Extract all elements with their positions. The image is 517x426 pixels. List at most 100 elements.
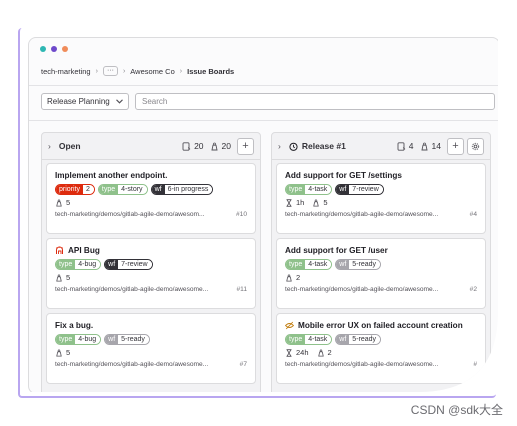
label-value: 4-task bbox=[305, 260, 331, 269]
weight-value: 5 bbox=[66, 348, 71, 357]
gear-icon bbox=[471, 142, 480, 151]
time-value: 1h bbox=[296, 198, 305, 207]
time-estimate: 24h bbox=[285, 348, 309, 357]
issue-title[interactable]: Add support for GET /settings bbox=[285, 171, 402, 180]
weight-total-value: 20 bbox=[221, 141, 231, 151]
window-dot-teal[interactable] bbox=[40, 46, 46, 52]
window-dot-orange[interactable] bbox=[62, 46, 68, 52]
weight-total: 20 bbox=[210, 141, 231, 151]
time-estimate: 1h bbox=[285, 198, 304, 207]
issue-title[interactable]: API Bug bbox=[68, 246, 100, 255]
breadcrumb-current[interactable]: Issue Boards bbox=[187, 66, 235, 76]
weight: 5 bbox=[312, 198, 327, 207]
list-header: › Open 20 20 + bbox=[42, 133, 260, 160]
board-select[interactable]: Release Planning bbox=[41, 93, 129, 110]
label-type[interactable]: type 4-task bbox=[285, 259, 332, 270]
watermark: CSDN @sdk大全 bbox=[410, 403, 503, 417]
issue-card[interactable]: Add support for GET /user type 4-task wf 5… bbox=[276, 238, 486, 309]
chevron-right-icon: › bbox=[95, 67, 98, 75]
issue-title[interactable]: Mobile error UX on failed account creati… bbox=[298, 321, 463, 330]
issue-ref: # bbox=[473, 361, 477, 368]
add-issue-button[interactable]: + bbox=[447, 138, 464, 155]
label-key: wf bbox=[336, 335, 349, 344]
weight-icon bbox=[55, 199, 63, 207]
label-wf[interactable]: wf 7-review bbox=[335, 184, 383, 195]
issue-count: 4 bbox=[397, 141, 414, 151]
label-wf[interactable]: wf 6-in progress bbox=[151, 184, 214, 195]
issue-path: tech-marketing/demos/gitlab-agile-demo/a… bbox=[285, 286, 439, 293]
issue-card[interactable]: Implement another endpoint. priority 2 ty… bbox=[46, 163, 256, 234]
label-key: type bbox=[286, 335, 305, 344]
issue-count: 20 bbox=[182, 141, 203, 151]
label-key: wf bbox=[152, 185, 165, 194]
window-dot-purple[interactable] bbox=[51, 46, 57, 52]
issue-card[interactable]: API Bug type 4-bug wf 7-review 5 tech-mark… bbox=[46, 238, 256, 309]
hourglass-icon bbox=[285, 349, 293, 357]
label-type[interactable]: type 4-bug bbox=[55, 259, 101, 270]
add-issue-button[interactable]: + bbox=[237, 138, 254, 155]
issue-card[interactable]: Add support for GET /settings type 4-task… bbox=[276, 163, 486, 234]
plus-icon: + bbox=[242, 140, 249, 152]
collapse-chevron-icon[interactable]: › bbox=[48, 141, 51, 151]
window-controls bbox=[40, 46, 68, 52]
issue-title[interactable]: Implement another endpoint. bbox=[55, 171, 168, 180]
chevron-right-icon: › bbox=[122, 67, 126, 75]
label-type[interactable]: type 4-task bbox=[285, 184, 332, 195]
label-wf[interactable]: wf 5-ready bbox=[335, 259, 381, 270]
weight-icon bbox=[210, 142, 219, 151]
label-priority[interactable]: priority 2 bbox=[55, 184, 95, 195]
search-placeholder: Search bbox=[142, 97, 168, 106]
issue-title[interactable]: Fix a bug. bbox=[55, 321, 94, 330]
label-type[interactable]: type 4-bug bbox=[55, 334, 101, 345]
label-key: type bbox=[56, 335, 75, 344]
label-value: 4-task bbox=[305, 335, 331, 344]
list-settings-button[interactable] bbox=[467, 138, 484, 155]
app-window: tech-marketing › ··· › Awesome Co › Issu… bbox=[28, 37, 500, 394]
weight-value: 5 bbox=[323, 198, 328, 207]
issue-ref: #7 bbox=[239, 361, 247, 368]
list-title: Open bbox=[58, 141, 81, 151]
board-select-value: Release Planning bbox=[47, 97, 110, 106]
list-title: Release #1 bbox=[301, 141, 346, 151]
issue-path: tech-marketing/demos/gitlab-agile-demo/a… bbox=[285, 211, 439, 218]
label-value: 4-bug bbox=[75, 335, 100, 344]
chevron-right-icon: › bbox=[179, 67, 183, 75]
label-wf[interactable]: wf 5-ready bbox=[335, 334, 381, 345]
issue-count-value: 4 bbox=[408, 141, 414, 151]
weight-value: 2 bbox=[296, 273, 301, 282]
label-wf[interactable]: wf 7-review bbox=[104, 259, 152, 270]
weight-icon bbox=[317, 349, 325, 357]
breadcrumb-more-button[interactable]: ··· bbox=[103, 66, 118, 76]
issues-icon bbox=[397, 142, 406, 151]
label-wf[interactable]: wf 5-ready bbox=[104, 334, 150, 345]
label-value: 5-ready bbox=[118, 335, 149, 344]
weight-total-value: 14 bbox=[431, 141, 441, 151]
collapse-chevron-icon[interactable]: › bbox=[278, 141, 281, 151]
issue-path: tech-marketing/demos/gitlab-agile-demo/a… bbox=[55, 361, 209, 368]
weight-icon bbox=[285, 274, 293, 282]
label-key: type bbox=[99, 185, 118, 194]
breadcrumb-org[interactable]: Awesome Co bbox=[130, 66, 175, 76]
divider bbox=[29, 120, 499, 121]
weight-icon bbox=[55, 349, 63, 357]
issue-card[interactable]: Mobile error UX on failed account creati… bbox=[276, 313, 486, 384]
breadcrumb: tech-marketing › ··· › Awesome Co › Issu… bbox=[41, 66, 234, 76]
label-value: 7-review bbox=[349, 185, 382, 194]
issue-ref: #10 bbox=[235, 211, 247, 218]
divider bbox=[29, 85, 499, 86]
search-input[interactable]: Search bbox=[135, 93, 495, 110]
label-value: 4-story bbox=[118, 185, 146, 194]
label-value: 6-in progress bbox=[165, 185, 213, 194]
issue-card[interactable]: Fix a bug. type 4-bug wf 5-ready 5 tech-ma… bbox=[46, 313, 256, 384]
label-value: 5-ready bbox=[349, 260, 380, 269]
label-type[interactable]: type 4-task bbox=[285, 334, 332, 345]
issue-count-value: 20 bbox=[194, 141, 204, 151]
label-type[interactable]: type 4-story bbox=[98, 184, 148, 195]
issue-title[interactable]: Add support for GET /user bbox=[285, 246, 388, 255]
weight-value: 2 bbox=[327, 348, 332, 357]
time-value: 24h bbox=[296, 348, 309, 357]
weight-total: 14 bbox=[420, 141, 441, 151]
label-key: priority bbox=[56, 185, 83, 194]
issue-ref: #2 bbox=[469, 286, 477, 293]
breadcrumb-group[interactable]: tech-marketing bbox=[41, 66, 91, 76]
